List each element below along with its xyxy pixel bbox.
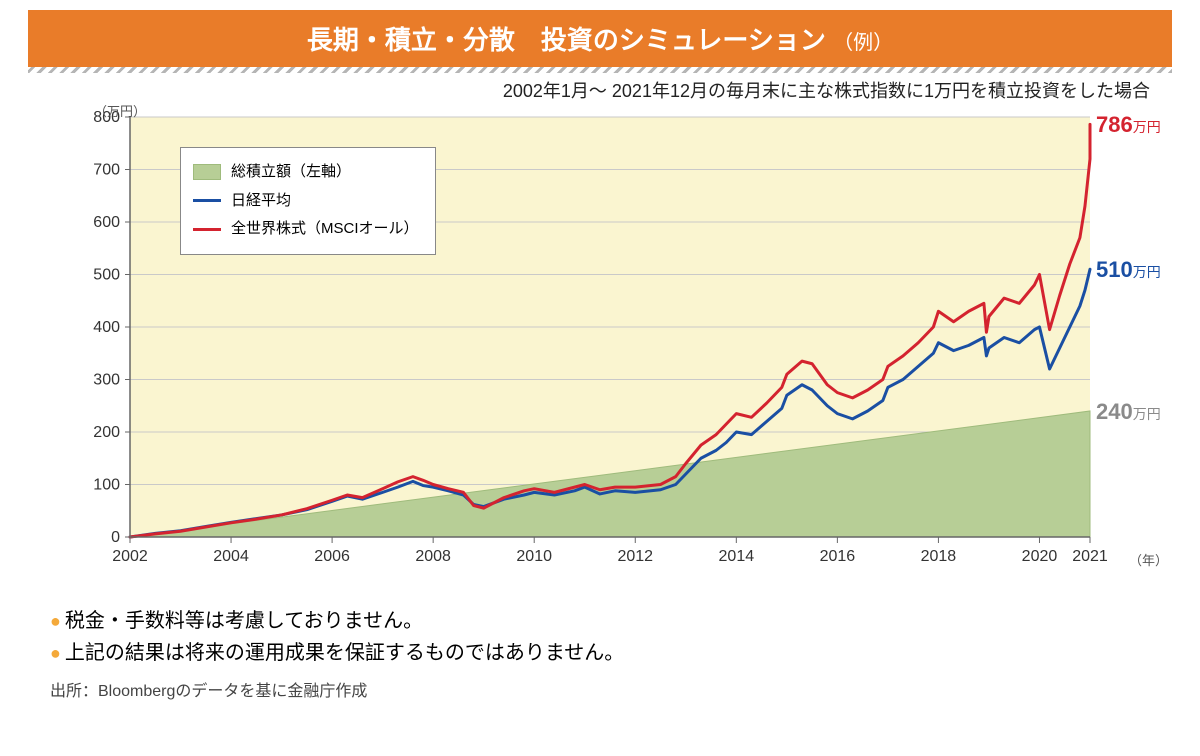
end-unit-nikkei: 万円: [1133, 264, 1161, 280]
title-suffix: （例）: [833, 32, 893, 54]
bullet-icon: ●: [50, 611, 61, 631]
svg-text:200: 200: [93, 424, 120, 441]
svg-text:100: 100: [93, 477, 120, 494]
svg-text:0: 0: [111, 529, 120, 546]
legend-row-nikkei: 日経平均: [193, 187, 419, 216]
legend-label-cumulative: 総積立額（左軸）: [231, 158, 351, 187]
end-label-msci: 786万円: [1096, 112, 1161, 138]
svg-text:2016: 2016: [820, 548, 856, 565]
chart-subtitle: 2002年1月～ 2021年12月の毎月末に主な株式指数に1万円を積立投資をした…: [20, 77, 1150, 103]
legend-label-nikkei: 日経平均: [231, 187, 291, 216]
svg-text:2012: 2012: [617, 548, 653, 565]
end-value-msci: 786: [1096, 112, 1133, 137]
legend-row-msci: 全世界株式（MSCIオール）: [193, 215, 419, 244]
footnote-2: ●上記の結果は将来の運用成果を保証するものではありません。: [50, 637, 1150, 669]
source-text: 出所：Bloombergのデータを基に金融庁作成: [50, 677, 1150, 701]
svg-text:2006: 2006: [314, 548, 350, 565]
svg-text:500: 500: [93, 267, 120, 284]
legend-swatch-msci: [193, 228, 221, 231]
legend-swatch-area: [193, 164, 221, 180]
svg-text:2020: 2020: [1022, 548, 1058, 565]
svg-text:700: 700: [93, 162, 120, 179]
footnotes: ●税金・手数料等は考慮しておりません。 ●上記の結果は将来の運用成果を保証するも…: [50, 605, 1150, 669]
title-band: 長期・積立・分散 投資のシミュレーション （例）: [28, 10, 1172, 67]
svg-text:2008: 2008: [415, 548, 451, 565]
end-unit-msci: 万円: [1133, 119, 1161, 135]
legend-row-cumulative: 総積立額（左軸）: [193, 158, 419, 187]
end-value-nikkei: 510: [1096, 257, 1133, 282]
title-main: 長期・積立・分散 投資のシミュレーション: [307, 25, 826, 55]
bullet-icon: ●: [50, 643, 61, 663]
svg-text:2010: 2010: [516, 548, 552, 565]
svg-text:2014: 2014: [719, 548, 755, 565]
end-label-nikkei: 510万円: [1096, 257, 1161, 283]
svg-text:400: 400: [93, 319, 120, 336]
x-axis-unit: （年）: [1129, 550, 1168, 569]
y-axis-unit: （万円）: [94, 101, 146, 120]
footnote-1: ●税金・手数料等は考慮しておりません。: [50, 605, 1150, 637]
end-unit-cumulative: 万円: [1133, 406, 1161, 422]
svg-text:2018: 2018: [921, 548, 957, 565]
chart-container: （万円） 01002003004005006007008002002200420…: [50, 107, 1150, 587]
legend-swatch-nikkei: [193, 199, 221, 202]
svg-text:600: 600: [93, 214, 120, 231]
legend: 総積立額（左軸） 日経平均 全世界株式（MSCIオール）: [180, 147, 436, 255]
svg-text:2002: 2002: [112, 548, 148, 565]
footnote-2-text: 上記の結果は将来の運用成果を保証するものではありません。: [65, 642, 624, 664]
svg-text:2021: 2021: [1072, 548, 1108, 565]
legend-label-msci: 全世界株式（MSCIオール）: [231, 215, 419, 244]
svg-text:300: 300: [93, 372, 120, 389]
end-label-cumulative: 240万円: [1096, 399, 1161, 425]
svg-text:2004: 2004: [213, 548, 249, 565]
end-value-cumulative: 240: [1096, 399, 1133, 424]
footnote-1-text: 税金・手数料等は考慮しておりません。: [65, 610, 423, 632]
